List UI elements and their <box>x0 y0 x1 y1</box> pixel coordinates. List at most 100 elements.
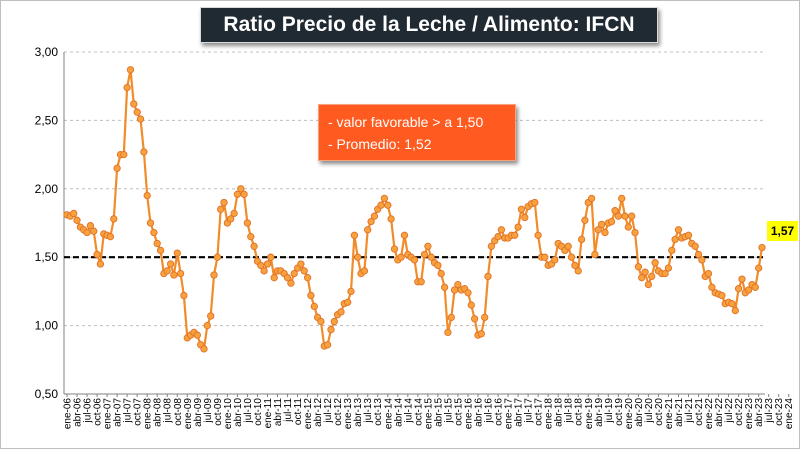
data-point <box>230 209 238 218</box>
data-point <box>130 100 138 108</box>
x-tick-label: oct-13 <box>373 398 384 426</box>
x-tick-label: ene-19 <box>584 398 595 430</box>
data-point <box>531 198 539 207</box>
x-tick-label: abr-17 <box>514 398 525 427</box>
data-point <box>397 253 405 261</box>
data-point <box>514 223 522 231</box>
x-tick-label: oct-21 <box>694 398 705 426</box>
x-tick-label: jul-19 <box>604 398 615 424</box>
data-point <box>106 233 115 241</box>
x-tick-label: oct-09 <box>213 398 224 426</box>
data-point <box>668 246 676 255</box>
x-tick-label: oct-18 <box>574 398 585 426</box>
x-tick-label: ene-23 <box>744 398 755 430</box>
x-tick-label: abr-10 <box>233 398 244 427</box>
data-point <box>651 259 659 267</box>
data-point <box>123 83 131 92</box>
y-tick-label: 3,00 <box>35 45 59 59</box>
data-point <box>417 278 425 286</box>
data-point <box>758 243 766 252</box>
x-tick-label: jul-06 <box>83 398 94 424</box>
data-point <box>464 289 472 297</box>
data-point <box>534 231 542 239</box>
x-tick-label: oct-16 <box>494 398 505 426</box>
data-point <box>424 242 432 250</box>
x-tick-label: jul-13 <box>363 398 374 424</box>
x-tick-label: oct-22 <box>734 398 745 426</box>
data-point <box>731 306 739 315</box>
data-point <box>755 264 763 272</box>
data-point <box>220 198 228 207</box>
y-tick-label: 2,50 <box>35 113 59 127</box>
x-tick-label: jul-20 <box>644 398 655 424</box>
data-point <box>400 231 409 239</box>
data-point <box>120 150 128 159</box>
data-point <box>173 249 181 257</box>
data-point <box>577 235 586 244</box>
data-point <box>317 317 325 326</box>
x-tick-label: ene-08 <box>143 398 154 430</box>
data-point <box>243 219 252 227</box>
data-point <box>437 269 445 278</box>
x-tick-label: oct-15 <box>453 398 464 426</box>
data-point <box>661 269 669 278</box>
y-tick-label: 2,00 <box>35 182 59 196</box>
x-tick-label: jul-11 <box>283 398 294 423</box>
data-point <box>567 253 576 261</box>
x-tick-label: abr-08 <box>153 398 164 427</box>
data-point <box>193 331 201 339</box>
data-point <box>387 215 395 223</box>
data-point <box>641 268 649 276</box>
x-tick-label: ene-22 <box>704 398 715 430</box>
data-point <box>370 212 379 220</box>
data-point <box>350 231 359 239</box>
x-tick-label: abr-13 <box>353 398 364 427</box>
x-tick-label: ene-17 <box>504 398 515 430</box>
data-point <box>434 261 442 270</box>
x-tick-label: jul-22 <box>724 398 735 424</box>
x-tick-label: jul-21 <box>684 398 695 424</box>
chart-title: Ratio Precio de la Leche / Alimento: IFC… <box>200 7 658 43</box>
x-tick-label: abr-20 <box>634 398 645 427</box>
x-tick-label: ene-12 <box>303 398 314 430</box>
data-point <box>380 194 389 203</box>
data-point <box>497 226 506 234</box>
x-tick-label: oct-14 <box>413 398 424 426</box>
data-point <box>86 222 95 230</box>
x-tick-label: abr-22 <box>714 398 725 427</box>
data-point <box>708 283 716 291</box>
x-tick-label: ene-18 <box>544 398 555 430</box>
data-point <box>93 250 101 259</box>
data-point <box>738 275 746 283</box>
data-point <box>477 330 485 338</box>
data-point <box>140 148 148 156</box>
data-point <box>744 286 753 294</box>
x-tick-label: ene-09 <box>183 398 194 430</box>
data-point <box>648 272 656 281</box>
series-group <box>63 66 766 353</box>
data-point <box>347 287 355 296</box>
data-point <box>344 298 352 306</box>
data-point <box>170 271 178 279</box>
data-point <box>150 228 158 237</box>
x-tick-label: oct-12 <box>333 398 344 426</box>
x-tick-label: oct-20 <box>654 398 665 426</box>
data-point <box>110 215 118 223</box>
data-point <box>607 217 616 226</box>
x-tick-label: oct-19 <box>614 398 625 426</box>
data-point <box>691 242 699 250</box>
data-point <box>427 253 435 261</box>
x-tick-label: jul-23 <box>764 398 775 424</box>
data-point <box>674 226 683 234</box>
data-point <box>594 226 602 234</box>
data-point <box>420 250 429 259</box>
x-tick-label: ene-21 <box>664 398 675 430</box>
annotation-line-average: - Promedio: 1,52 <box>328 136 432 152</box>
data-point <box>290 269 298 278</box>
x-tick-label: oct-11 <box>293 398 304 425</box>
data-point <box>628 212 636 220</box>
x-tick-label: ene-07 <box>103 398 114 430</box>
data-point <box>734 285 743 293</box>
data-point <box>203 321 211 330</box>
